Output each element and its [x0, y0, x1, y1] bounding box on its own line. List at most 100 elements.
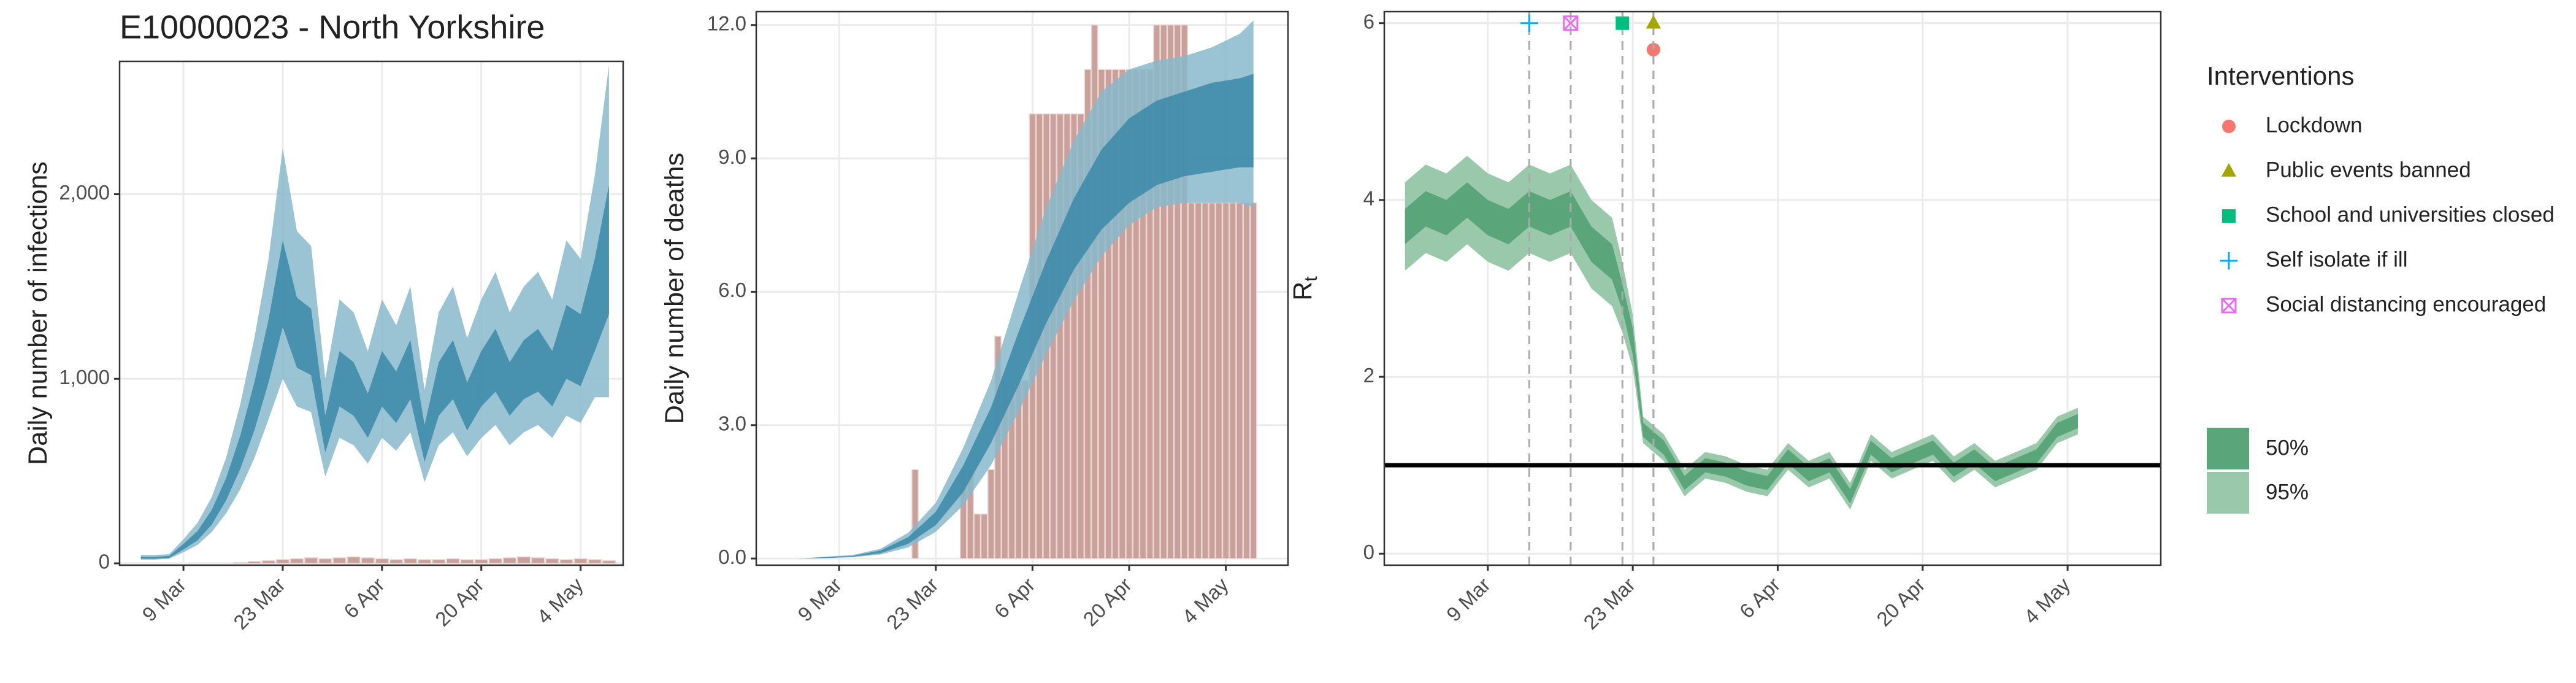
bar [1229, 202, 1236, 559]
marker [1616, 16, 1630, 30]
x-tick-label: 6 Apr [339, 573, 389, 623]
marker-shape [2221, 298, 2237, 314]
marker [2221, 163, 2237, 177]
bar [1174, 24, 1181, 559]
legend-key [2207, 472, 2249, 514]
legend-title: Interventions [2207, 61, 2354, 90]
bar [1194, 202, 1202, 559]
x-tick-label: 20 Apr [431, 573, 488, 631]
bar [1153, 24, 1160, 559]
bar [973, 513, 981, 559]
bar [1098, 69, 1105, 559]
bar [1187, 202, 1195, 559]
bar [1208, 202, 1216, 559]
x-tick-label: 4 May [532, 573, 588, 628]
y-tick-label: 0.0 [718, 546, 746, 568]
y-tick-label: 2,000 [59, 181, 110, 204]
marker-shape [2221, 163, 2237, 177]
bar [261, 560, 275, 564]
y-axis-label-main: R [1288, 282, 1317, 301]
band [1405, 182, 2078, 504]
bar [389, 559, 404, 564]
bar [1236, 202, 1243, 559]
bar [1084, 69, 1092, 559]
y-axis-label: Rt [1288, 276, 1321, 301]
marker-shape [2222, 209, 2236, 223]
chart-title: E10000023 - North Yorkshire [120, 9, 545, 45]
legend-label: 50% [2266, 436, 2309, 460]
panel-border [755, 10, 1289, 566]
y-tick-label: 1,000 [59, 366, 110, 388]
marker [2220, 252, 2238, 270]
bar [1022, 380, 1029, 559]
bar [1105, 69, 1113, 559]
bar [304, 557, 318, 564]
marker-shape [1646, 15, 1661, 29]
band [797, 74, 1254, 559]
bar [1118, 69, 1126, 559]
y-tick-label: 6.0 [718, 279, 746, 301]
marker [1563, 15, 1579, 31]
x-tick-label: 4 May [2019, 573, 2074, 628]
bar [987, 469, 995, 559]
bar [980, 513, 988, 559]
x-tick-label: 20 Apr [1872, 573, 1930, 631]
marker [2222, 120, 2236, 133]
bar [1111, 69, 1119, 559]
bar [559, 559, 573, 564]
bar [573, 558, 588, 564]
y-tick-label: 6 [1363, 10, 1374, 33]
bar [531, 557, 545, 564]
bar [275, 559, 290, 564]
bar [460, 559, 474, 564]
y-tick-label: 0 [1363, 541, 1374, 563]
x-tick-label: 9 Mar [793, 573, 846, 626]
marker-shape [2222, 120, 2236, 133]
marker [2222, 209, 2236, 223]
bar [1249, 202, 1257, 559]
marker-shape [1616, 16, 1630, 30]
bar [1181, 24, 1188, 559]
y-axis-label-main: Daily number of infections [23, 161, 53, 465]
x-tick-label: 9 Mar [1442, 573, 1495, 626]
marker-shape [1520, 14, 1538, 33]
bar [247, 561, 261, 564]
y-axis-label: Daily number of deaths [660, 153, 689, 424]
bar [1215, 202, 1223, 559]
y-axis-label-sub: t [1301, 276, 1321, 282]
x-tick-label: 6 Apr [990, 573, 1040, 623]
bar [588, 559, 602, 564]
y-axis-label: Daily number of infections [23, 161, 53, 465]
band [140, 65, 609, 560]
y-tick-label: 0 [99, 550, 110, 573]
bar [233, 561, 247, 564]
marker-shape [2220, 252, 2238, 270]
bar [418, 559, 432, 564]
legend-label: 95% [2266, 480, 2309, 504]
bar [545, 558, 559, 564]
y-tick-label: 4 [1363, 187, 1374, 210]
legend-key [2207, 428, 2249, 469]
bar [516, 556, 531, 564]
bar [1243, 202, 1251, 559]
bar [1167, 24, 1175, 559]
bar [403, 558, 418, 564]
band [1405, 155, 2078, 510]
bar [1077, 113, 1085, 559]
bar [1202, 202, 1209, 559]
legend-label: Self isolate if ill [2266, 247, 2407, 271]
marker [1646, 15, 1661, 29]
bar [911, 469, 919, 559]
bar [602, 560, 616, 564]
bar [488, 558, 503, 564]
legend-label: Lockdown [2266, 113, 2363, 137]
x-tick-label: 20 Apr [1079, 573, 1137, 631]
bar [1160, 24, 1168, 559]
legend-label: Public events banned [2266, 158, 2471, 182]
band [140, 185, 609, 559]
x-tick-label: 23 Mar [1579, 573, 1639, 634]
bar [432, 559, 446, 564]
x-tick-label: 23 Mar [229, 573, 289, 634]
